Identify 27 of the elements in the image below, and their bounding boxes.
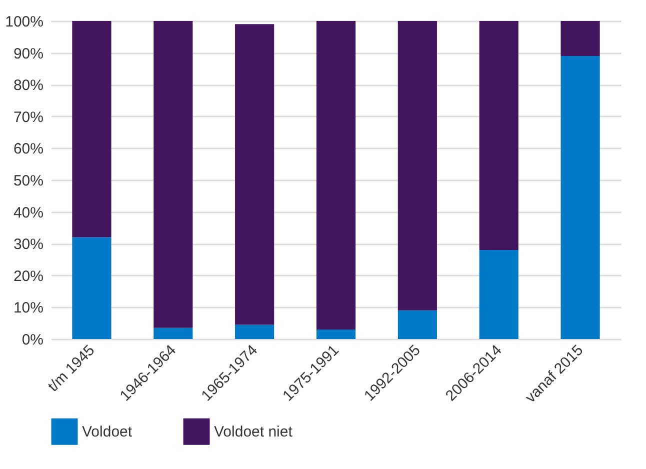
y-tick-label: 90% xyxy=(13,45,44,62)
bar xyxy=(479,21,518,250)
legend-label: Voldoet xyxy=(82,424,133,441)
bar xyxy=(154,328,193,339)
y-tick-label: 80% xyxy=(13,77,44,94)
bar xyxy=(72,21,112,238)
bar xyxy=(560,21,600,56)
y-tick-label: 10% xyxy=(13,300,44,317)
y-tick-label: 70% xyxy=(13,108,44,126)
bar xyxy=(560,56,600,339)
bar xyxy=(154,21,193,328)
bar xyxy=(479,250,518,339)
bar xyxy=(398,21,437,310)
y-tick-label: 0% xyxy=(22,332,44,348)
y-tick-label: 100% xyxy=(5,14,44,30)
y-tick-label: 30% xyxy=(13,236,44,254)
bar xyxy=(235,24,274,325)
legend-label: Voldoet niet xyxy=(214,424,294,441)
y-tick-label: 60% xyxy=(13,140,44,158)
bar xyxy=(72,237,112,339)
y-tick-label: 40% xyxy=(13,204,44,222)
y-tick-label: 20% xyxy=(13,268,44,285)
y-tick-label: 50% xyxy=(13,172,44,190)
bar xyxy=(316,329,356,339)
bar xyxy=(398,310,437,339)
bar xyxy=(235,324,274,339)
bar xyxy=(316,21,356,330)
